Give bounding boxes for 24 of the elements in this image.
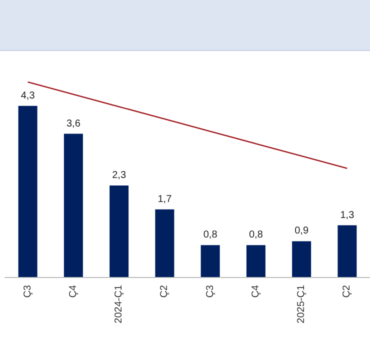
data-label: 0,9 <box>294 226 309 237</box>
bar <box>200 245 220 277</box>
x-tick-label: Ç3 <box>204 284 216 298</box>
data-label: 0,8 <box>203 230 218 241</box>
bar <box>338 225 357 277</box>
x-tick-label: Ç2 <box>159 284 170 298</box>
bar <box>155 209 174 277</box>
data-label: 3,6 <box>66 118 81 130</box>
bar <box>246 245 266 277</box>
data-label: 1,3 <box>340 210 355 221</box>
data-label: 4,3 <box>20 90 36 102</box>
x-tick-label: Ç3 <box>22 284 34 298</box>
x-tick-label: Ç2 <box>342 284 353 298</box>
x-tick-label: 2025-Ç1 <box>296 284 308 324</box>
x-tick-label: 2024-Ç1 <box>114 284 125 324</box>
bar <box>110 185 129 277</box>
bar <box>64 134 83 277</box>
x-tick-label: Ç4 <box>250 284 262 298</box>
data-label: 0,8 <box>248 230 264 241</box>
data-label: 2,3 <box>112 170 126 181</box>
bar <box>18 106 38 277</box>
bar <box>292 241 312 277</box>
x-tick-label: Ç4 <box>68 284 79 298</box>
data-label: 1,7 <box>158 194 172 205</box>
